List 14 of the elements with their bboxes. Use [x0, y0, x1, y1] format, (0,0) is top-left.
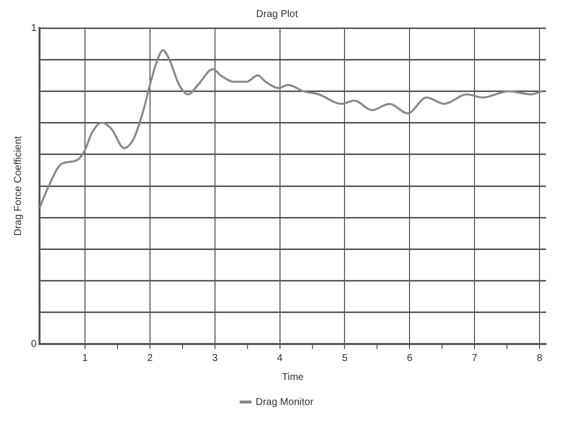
x-tick-label: 4 — [277, 352, 284, 364]
x-tick-label: 8 — [536, 352, 543, 364]
line-series — [40, 49, 544, 210]
x-tick-label: 2 — [147, 352, 154, 364]
x-tick-label: 5 — [342, 352, 348, 364]
x-tick-label: 7 — [472, 352, 478, 364]
x-tick-label: 6 — [406, 352, 413, 364]
chart-title: Drag Plot — [256, 8, 298, 20]
x-tick-label: 1 — [82, 352, 88, 364]
x-tick-label: 3 — [212, 352, 218, 364]
y-tick-label: 0 — [31, 338, 37, 350]
legend-label: Drag Monitor — [256, 396, 314, 408]
y-axis-title: Drag Force Coefficient — [12, 136, 24, 236]
x-axis-title: Time — [282, 372, 304, 383]
